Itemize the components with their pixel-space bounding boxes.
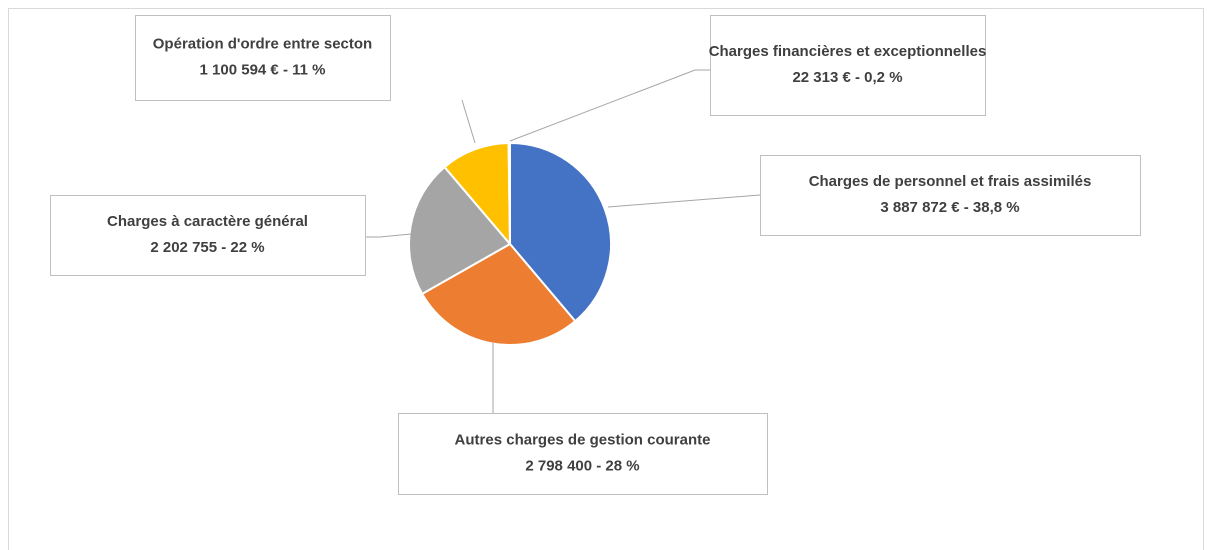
slice-label: Autres charges de gestion courante [455,431,711,448]
slice-label: Opération d'ordre entre secton [153,35,372,52]
leader-line [365,233,412,238]
slice-value-label: 2 202 755 - 22 % [150,239,264,256]
slice-value-label: 2 798 400 - 28 % [525,457,639,474]
label-box [135,15,391,101]
slice-value-label: 1 100 594 € - 11 % [200,61,326,78]
label-box [710,15,986,116]
slice-value-label: 3 887 872 € - 38,8 % [880,199,1019,216]
slice-label: Charges à caractère général [107,213,308,230]
slice-label: Charges financières et exceptionnelles [709,43,987,60]
chart-border [8,8,1204,550]
slice-value-label: 22 313 € - 0,2 % [792,69,902,86]
leader-line [461,99,476,144]
label-box [760,155,1141,236]
pie-slice [443,141,512,247]
pie-slice [408,165,512,296]
pie-slice [507,141,511,245]
pie-slice [420,242,577,346]
label-box [398,413,768,495]
slice-label: Charges de personnel et frais assimilés [809,173,1092,190]
label-box [50,195,366,276]
leader-line [509,69,710,142]
leader-line [607,194,761,208]
pie-slice [509,141,612,323]
